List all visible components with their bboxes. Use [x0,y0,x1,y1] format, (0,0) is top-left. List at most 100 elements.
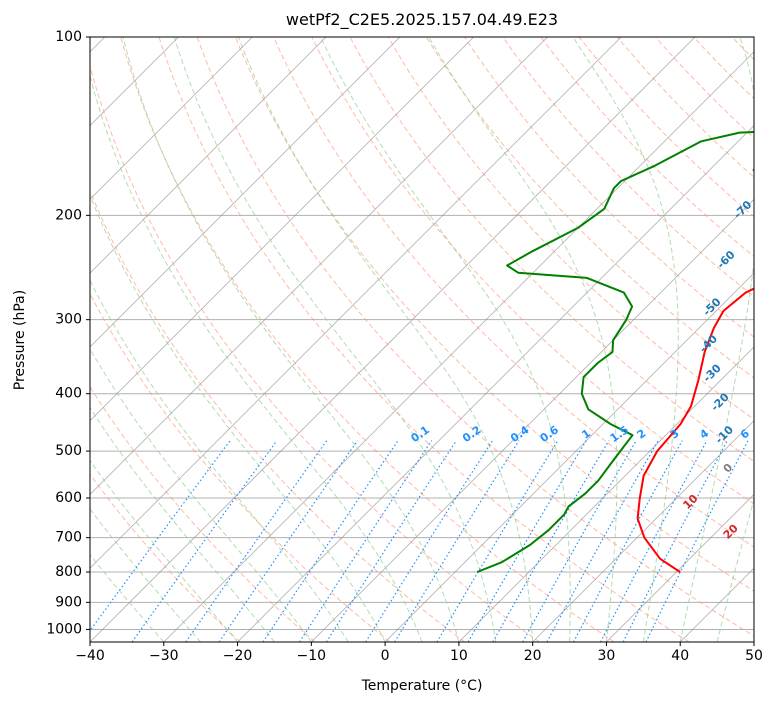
dry-adiabat-line [90,64,540,642]
isotherm-line [458,346,754,642]
mixing-ratio-line [90,440,231,632]
plot-line-labels: 10203040-100-90-80-70-60-50-40-30-20-100… [409,98,775,573]
moist-adiabat-line [90,348,312,642]
dry-adiabat-line [90,189,465,642]
moist-adiabat-line [173,37,497,642]
x-tick-label: −10 [297,648,327,664]
mixing-ratio-label: 6 [738,426,752,441]
isotherm-line [384,272,754,642]
x-tick-label: −20 [223,648,253,664]
mixing-ratio-label: 3 [668,427,682,442]
temperature-profile-line [636,287,754,573]
y-tick-label: 800 [55,564,82,580]
mixing-ratio-line [185,440,328,642]
x-tick-label: −40 [75,648,105,664]
y-tick-label: 500 [55,443,82,459]
isotherm-line [90,37,106,53]
moist-adiabat-label: -90 [768,98,775,121]
y-tick-label: 1000 [46,621,82,637]
dry-adiabat-line [158,37,690,642]
mixing-ratio-line [522,440,637,642]
moist-adiabat-line [237,37,534,642]
mixing-ratio-line [394,440,520,642]
moist-adiabat-line [320,37,571,642]
isotherm-line [90,37,401,348]
isotherm-line [90,37,327,274]
mixing-ratio-line [365,440,494,642]
x-axis-label: Temperature (°C) [361,678,483,694]
isotherm-line [606,493,754,642]
dry-adiabat-line [731,37,754,61]
isotherm-line [90,37,548,496]
moist-adiabat-line [428,37,618,642]
isotherm-line [237,124,754,642]
mixing-ratio-line [262,440,399,642]
isotherm-line [679,567,754,642]
x-tick-label: 50 [745,648,763,664]
moist-adiabat-line [90,279,349,642]
isotherm-line [90,37,253,200]
y-tick-label: 900 [55,594,82,610]
dry-adiabat-line [90,385,316,642]
dry-adiabat-label: 10 [680,492,700,512]
moist-adiabat-label: -30 [701,361,724,384]
plot-frame [89,36,755,643]
mixing-ratio-label: 8 [767,427,775,442]
isotherm-line [90,37,474,422]
isotherm-line [90,37,622,569]
x-tick-label: 30 [598,648,616,664]
chart-title: wetPf2_C2E5.2025.157.04.49.E23 [285,10,559,29]
mixing-ratio-line [299,440,433,642]
y-tick-label: 200 [55,207,82,223]
mixing-ratio-line [492,440,610,642]
moist-adiabat-label: -80 [748,152,771,175]
dry-adiabat-line [120,37,615,642]
mixing-ratio-line [218,440,358,642]
moist-adiabat-label: -70 [731,198,754,221]
dry-adiabat-line [349,37,754,462]
isotherm-line [0,37,31,642]
moist-adiabat-line [90,406,275,642]
moist-adiabat-line [90,194,386,642]
dry-adiabat-label: 30 [752,553,772,573]
y-tick-label: 700 [55,530,82,546]
x-tick-label: 10 [450,648,468,664]
dry-adiabat-line [273,37,754,548]
moist-adiabat-line [90,459,238,642]
moist-adiabat-line [90,74,423,642]
mixing-ratio-line [325,440,457,642]
dry-adiabat-line [90,292,391,642]
isotherm-line [532,420,754,642]
isotherm-line [753,641,754,642]
moist-adiabat-label: -10 [713,423,736,446]
mixing-ratio-label: 0.1 [409,423,432,445]
y-tick-label: 100 [55,29,82,45]
x-tick-label: 0 [381,648,390,664]
mixing-ratio-label: 0.2 [460,423,483,445]
mixing-ratio-line [622,440,728,642]
x-tick-label: −30 [149,648,179,664]
plot-lines [0,37,775,642]
y-tick-label: 300 [55,312,82,328]
moist-adiabat-line [90,508,202,642]
dry-adiabat-line [425,37,754,379]
moist-adiabat-label: -40 [697,332,720,355]
dry-adiabat-line [770,37,775,642]
dewpoint-profile-line [476,131,754,573]
isotherm-line [90,37,696,642]
moist-adiabat-line [572,37,679,642]
y-tick-label: 600 [55,490,82,506]
moist-adiabat-line [122,37,460,642]
y-tick-label: 400 [55,386,82,402]
dry-adiabat-line [234,37,754,592]
dry-adiabat-line [464,37,754,338]
x-tick-label: 40 [671,648,689,664]
mixing-ratio-line [467,440,587,642]
dry-adiabat-line [90,473,241,642]
moist-adiabat-line [90,554,165,642]
mixing-ratio-line [436,440,559,642]
mixing-ratio-line [131,440,278,642]
isotherm-line [163,51,754,642]
